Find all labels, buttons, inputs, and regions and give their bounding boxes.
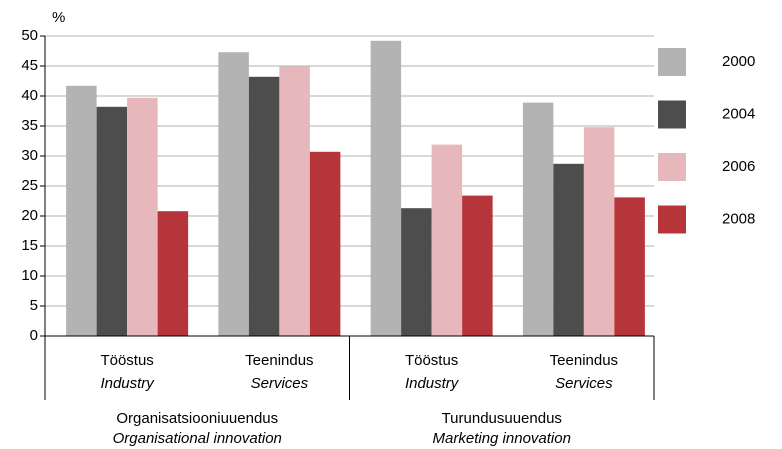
bar — [248, 76, 280, 337]
group-label-en: Marketing innovation — [433, 430, 571, 447]
bar — [462, 195, 493, 336]
y-tick-label: 5 — [30, 297, 38, 314]
legend-swatch — [658, 100, 686, 129]
y-tick-label: 15 — [21, 237, 38, 254]
bar — [401, 208, 432, 336]
group-label-en: Organisational innovation — [113, 430, 282, 447]
group-label: Turundusuuendus — [442, 410, 562, 427]
x-tick-label: Teenindus — [550, 352, 618, 369]
x-tick-label-en: Industry — [405, 375, 460, 392]
y-tick-label: 30 — [21, 147, 38, 164]
y-axis-label: % — [52, 9, 65, 26]
bar — [127, 97, 158, 336]
x-tick-label: Tööstus — [100, 352, 153, 369]
x-tick-label-en: Services — [555, 375, 613, 392]
y-tick-label: 25 — [21, 177, 38, 194]
legend-label: 2006 — [722, 158, 755, 175]
bar — [157, 211, 189, 336]
y-tick-label: 40 — [21, 87, 38, 104]
legend-swatch — [658, 205, 686, 234]
bar — [279, 66, 310, 336]
y-tick-label: 50 — [21, 27, 38, 44]
y-tick-label: 35 — [21, 117, 38, 134]
bar — [309, 151, 341, 336]
y-tick-label: 0 — [30, 327, 38, 344]
x-tick-label: Tööstus — [405, 352, 458, 369]
y-tick-label: 45 — [21, 57, 38, 74]
group-label: Organisatsiooniuuendus — [116, 410, 278, 427]
legend-swatch — [658, 48, 686, 76]
y-tick-label: 20 — [21, 207, 38, 224]
bar — [96, 106, 128, 336]
x-tick-label-en: Industry — [100, 375, 155, 392]
bar — [553, 163, 584, 336]
x-tick-label-en: Services — [251, 375, 309, 392]
bar — [583, 127, 615, 336]
bar — [218, 52, 249, 336]
bar — [431, 144, 463, 336]
legend-label: 2008 — [722, 210, 755, 227]
x-tick-label: Teenindus — [245, 352, 313, 369]
bar — [614, 197, 645, 336]
legend-label: 2004 — [722, 105, 755, 122]
legend-label: 2000 — [722, 53, 755, 70]
legend-swatch — [658, 153, 686, 181]
bar — [522, 102, 554, 336]
bar — [66, 85, 97, 336]
bar — [370, 40, 402, 337]
y-tick-label: 10 — [21, 267, 38, 284]
